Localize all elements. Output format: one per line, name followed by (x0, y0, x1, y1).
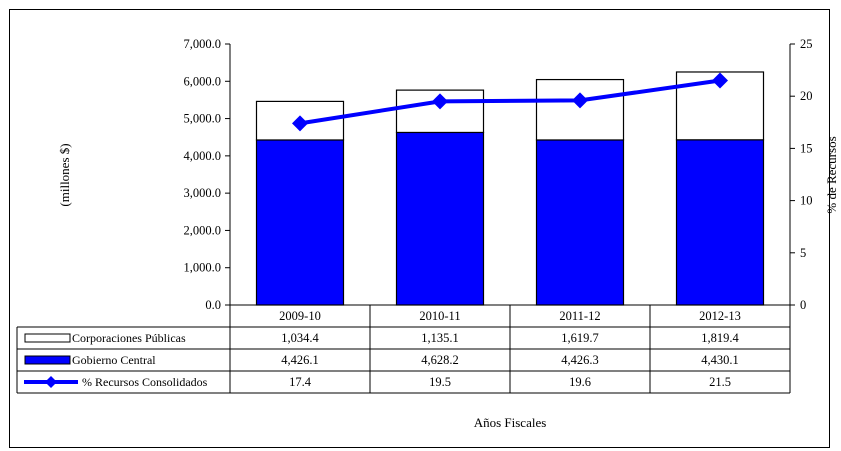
legend-label: Corporaciones Públicas (72, 331, 186, 345)
bar-corporaciones-publicas (535, 78, 625, 141)
y-axis-label: (millones $) (57, 143, 72, 206)
y2-tick-label: 25 (800, 37, 813, 51)
x-axis-label: Años Fiscales (474, 415, 547, 430)
table-cell-value: 17.4 (289, 375, 312, 389)
y-tick-label: 3,000.0 (184, 186, 222, 200)
x-tick-label: 2009-10 (279, 309, 321, 323)
bar-gobierno-central (675, 139, 765, 306)
y-tick-label: 5,000.0 (184, 112, 222, 126)
x-tick-label: 2012-13 (699, 309, 741, 323)
y-tick-label: 1,000.0 (184, 261, 222, 275)
y2-tick-label: 5 (800, 246, 806, 260)
table-cell-value: 19.5 (429, 375, 451, 389)
table-cell-value: 4,426.1 (281, 353, 319, 367)
x-tick-label: 2010-11 (419, 309, 460, 323)
line-recursos-consolidados (299, 78, 721, 126)
line-point-marker (572, 92, 588, 109)
legend-label: Gobierno Central (72, 353, 156, 367)
table-cell-value: 4,628.2 (421, 353, 459, 367)
table-cell-value: 4,426.3 (561, 353, 599, 367)
table-cell-value: 1,135.1 (421, 331, 459, 345)
table-cell-value: 19.6 (569, 375, 591, 389)
line-point-marker (432, 93, 448, 110)
line-point-marker (712, 72, 728, 89)
table-cell-value: 21.5 (709, 375, 731, 389)
y2-tick-label: 15 (800, 141, 813, 155)
legend-key-corporaciones-publicas (24, 333, 71, 343)
table-cell-value: 1,819.4 (701, 331, 739, 345)
table-cell-value: 4,430.1 (701, 353, 739, 367)
table-cell-value: 1,034.4 (281, 331, 319, 345)
legend-label: % Recursos Consolidados (82, 375, 208, 389)
x-tick-label: 2011-12 (559, 309, 600, 323)
bar-gobierno-central (535, 139, 625, 306)
legend-key-recursos-marker (45, 376, 57, 388)
y2-tick-label: 20 (800, 89, 813, 103)
y-tick-label: 2,000.0 (184, 223, 222, 237)
legend-key-gobierno-central (24, 355, 71, 365)
y2-axis-label: % de Recursos (824, 136, 839, 213)
table-cell-value: 1,619.7 (561, 331, 599, 345)
bar-gobierno-central (395, 131, 485, 306)
y2-tick-label: 0 (800, 298, 806, 312)
y-tick-label: 6,000.0 (184, 74, 222, 88)
y-tick-label: 4,000.0 (184, 149, 222, 163)
line-point-marker (292, 115, 308, 132)
chart-frame (9, 9, 830, 448)
y2-tick-label: 10 (800, 194, 813, 208)
bar-gobierno-central (255, 139, 345, 306)
y-tick-label: 7,000.0 (184, 37, 222, 51)
y-tick-label: 0.0 (205, 298, 221, 312)
